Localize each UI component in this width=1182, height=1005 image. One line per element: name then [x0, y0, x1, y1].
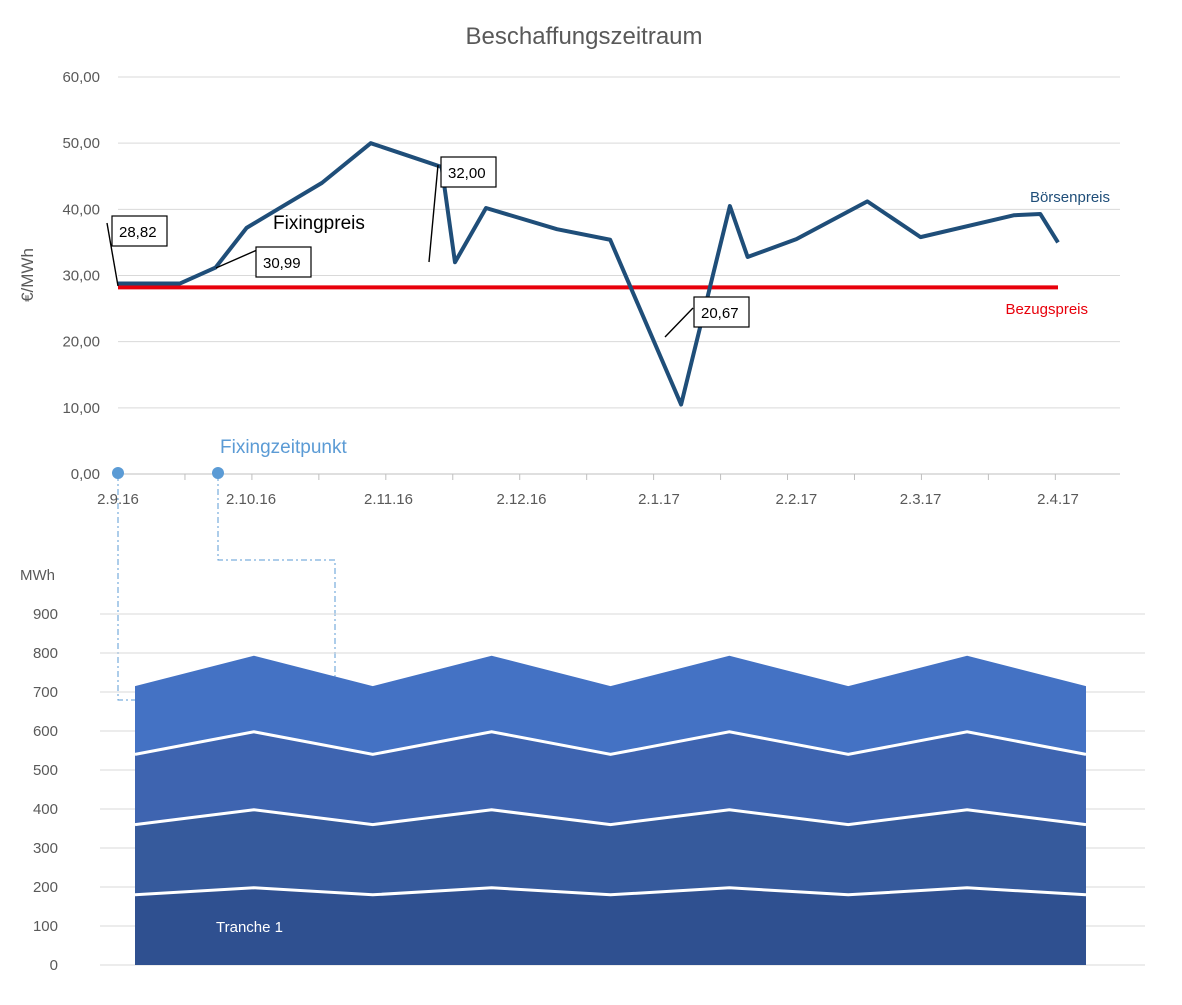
volume-y-tick-label: 100	[33, 918, 58, 935]
series-label-purchase: Bezugspreis	[1005, 301, 1088, 318]
volume-y-tick-label: 700	[33, 684, 58, 701]
volume-axis-title: MWh	[20, 567, 55, 584]
volume-y-tick-label: 500	[33, 762, 58, 779]
callout-value: 20,67	[701, 305, 739, 322]
price-y-tick-label: 10,00	[62, 400, 100, 417]
volume-y-tick-label: 800	[33, 645, 58, 662]
fixingzeitpunkt-label: Fixingzeitpunkt	[220, 437, 347, 458]
tranche-areas	[134, 655, 1087, 965]
callout-28-82: 28,82	[106, 215, 168, 287]
price-axis-title: €/MWh	[18, 248, 37, 302]
tranche-separator	[134, 730, 1087, 756]
volume-y-tick-label: 400	[33, 801, 58, 818]
callout-value: 30,99	[263, 255, 301, 272]
callout-30-99: 30,99	[215, 246, 312, 278]
price-x-axis: 2.9.16 2.10.16 2.11.16 2.12.16 2.1.17 2.2.17 2…	[97, 473, 1120, 508]
fixing-point-marker	[112, 467, 124, 479]
price-x-tick-label: 2.4.17	[1037, 491, 1079, 508]
fixingpreis-label: Fixingpreis	[273, 213, 365, 234]
price-y-tick-label: 40,00	[62, 201, 100, 218]
volume-y-tick-label: 600	[33, 723, 58, 740]
price-y-tick-label: 50,00	[62, 135, 100, 152]
price-x-tick-label: 2.1.17	[638, 491, 680, 508]
series-label-price: Börsenpreis	[1030, 189, 1110, 206]
volume-y-ticks: 0 100 200 300 400 500 600 700 800 900	[33, 606, 58, 974]
chart-title: Beschaffungszeitraum	[465, 23, 702, 50]
price-x-tick-label: 2.3.17	[900, 491, 942, 508]
tranche-area-2	[135, 809, 1086, 895]
volume-y-tick-label: 900	[33, 606, 58, 623]
volume-y-tick-label: 300	[33, 840, 58, 857]
price-y-ticks: 0,00 10,00 20,00 30,00 40,00 50,00 60,00	[62, 69, 100, 483]
price-x-tick-label: 2.11.16	[364, 491, 413, 508]
price-x-tick-label: 2.10.16	[226, 491, 276, 508]
tranche-separator	[134, 808, 1087, 827]
tranche-area-4	[135, 655, 1086, 755]
volume-y-tick-label: 0	[50, 957, 58, 974]
callout-value: 32,00	[448, 165, 486, 182]
callout-value: 28,82	[119, 224, 157, 241]
callout-20-67: 20,67	[664, 296, 750, 338]
volume-y-tick-label: 200	[33, 879, 58, 896]
price-lines	[118, 141, 1060, 407]
price-x-tick-label: 2.12.16	[496, 491, 546, 508]
price-gridlines	[118, 76, 1120, 409]
exchange-price-line	[118, 141, 1060, 407]
fixing-connector-2	[217, 475, 336, 845]
price-x-tick-label: 2.2.17	[776, 491, 818, 508]
price-y-tick-label: 0,00	[71, 466, 100, 483]
tranche-1-label: Tranche 1	[216, 919, 283, 936]
tranche-separator	[134, 886, 1087, 897]
price-y-tick-label: 20,00	[62, 334, 100, 351]
callout-32-00: 32,00	[428, 156, 497, 263]
price-y-tick-label: 60,00	[62, 69, 100, 86]
tranche-area-1	[135, 887, 1086, 965]
fixing-point-marker	[212, 467, 224, 479]
price-y-tick-label: 30,00	[62, 268, 100, 285]
